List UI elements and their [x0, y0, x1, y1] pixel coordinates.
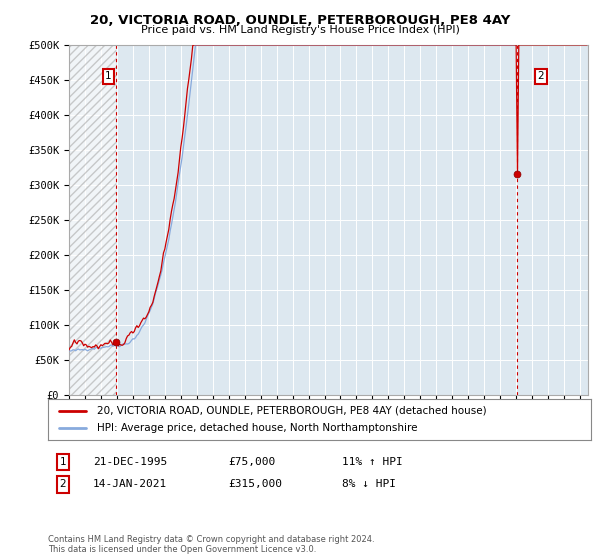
Text: £315,000: £315,000	[228, 479, 282, 489]
Text: 2: 2	[59, 479, 67, 489]
Text: 20, VICTORIA ROAD, OUNDLE, PETERBOROUGH, PE8 4AY (detached house): 20, VICTORIA ROAD, OUNDLE, PETERBOROUGH,…	[97, 405, 487, 416]
Text: Price paid vs. HM Land Registry's House Price Index (HPI): Price paid vs. HM Land Registry's House …	[140, 25, 460, 35]
Polygon shape	[69, 45, 116, 395]
Text: 1: 1	[105, 71, 112, 81]
Text: 14-JAN-2021: 14-JAN-2021	[93, 479, 167, 489]
Text: 8% ↓ HPI: 8% ↓ HPI	[342, 479, 396, 489]
Text: 1: 1	[59, 457, 67, 467]
Text: £75,000: £75,000	[228, 457, 275, 467]
Text: 21-DEC-1995: 21-DEC-1995	[93, 457, 167, 467]
Text: Contains HM Land Registry data © Crown copyright and database right 2024.
This d: Contains HM Land Registry data © Crown c…	[48, 535, 374, 554]
Text: 2: 2	[538, 71, 544, 81]
Text: 11% ↑ HPI: 11% ↑ HPI	[342, 457, 403, 467]
Text: 20, VICTORIA ROAD, OUNDLE, PETERBOROUGH, PE8 4AY: 20, VICTORIA ROAD, OUNDLE, PETERBOROUGH,…	[90, 14, 510, 27]
Text: HPI: Average price, detached house, North Northamptonshire: HPI: Average price, detached house, Nort…	[97, 423, 418, 433]
